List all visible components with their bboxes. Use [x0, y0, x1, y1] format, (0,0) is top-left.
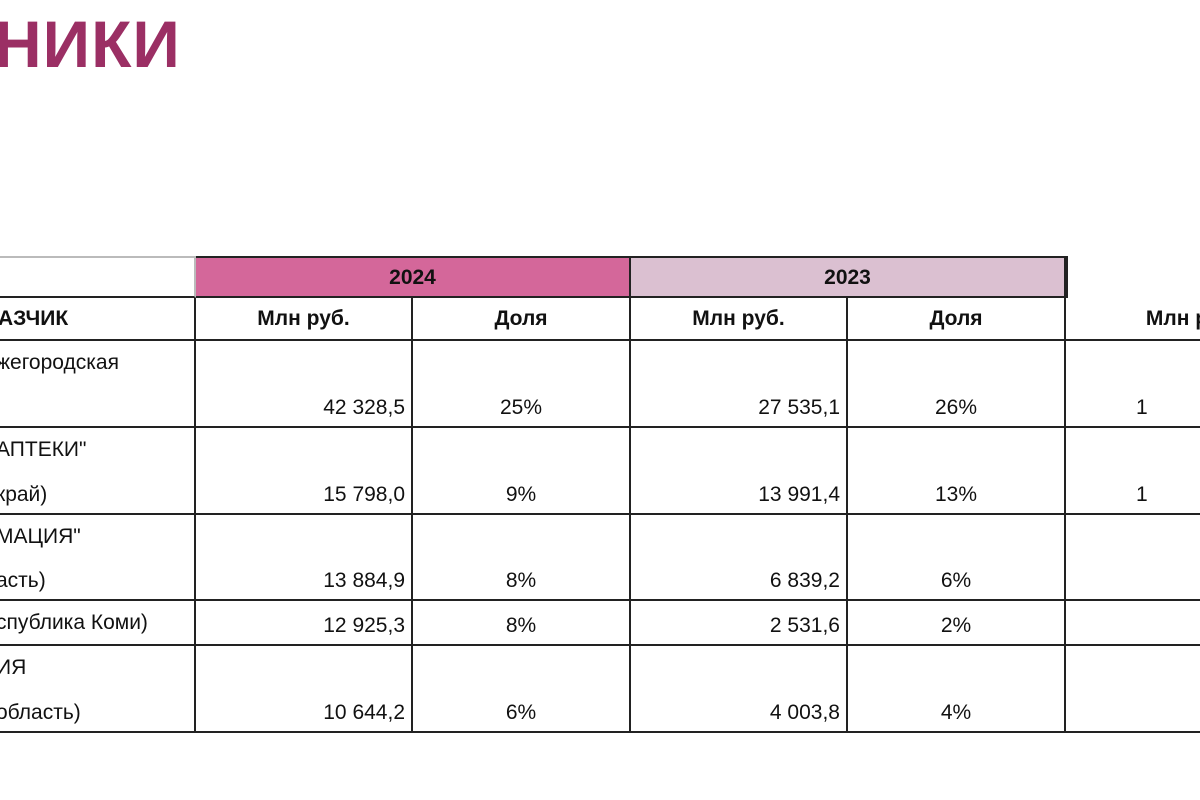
value-cell: 12 925,3: [196, 601, 413, 646]
share: 6%: [940, 569, 972, 592]
subheader-cell: Млн р: [1066, 298, 1200, 341]
name-line: АПТЕКИ": [0, 438, 87, 461]
value-cell: [1066, 515, 1200, 601]
share: 13%: [934, 483, 978, 506]
amount: 27 535,1: [758, 396, 840, 419]
name-line: асть): [0, 569, 46, 592]
share: 8%: [505, 614, 537, 637]
value-cell: 13%: [848, 428, 1066, 515]
amount: 1: [1136, 396, 1148, 419]
value-cell: 26%: [848, 341, 1066, 428]
subheader-cell: Млн руб.: [631, 298, 848, 341]
header-blank: [0, 256, 196, 298]
page-title: НИКИ: [0, 7, 181, 81]
value-cell: 6%: [848, 515, 1066, 601]
share: 25%: [499, 396, 543, 419]
amount: 1: [1136, 483, 1148, 506]
value-cell: 2%: [848, 601, 1066, 646]
subheader-cell: Доля: [413, 298, 631, 341]
value-cell: 6%: [413, 646, 631, 733]
value-cell: 8%: [413, 515, 631, 601]
value-cell: [1066, 646, 1200, 733]
amount: 13 884,9: [323, 569, 405, 592]
value-cell: 4 003,8: [631, 646, 848, 733]
name-cell: МАЦИЯ" асть): [0, 515, 196, 601]
value-cell: 25%: [413, 341, 631, 428]
name-line: область): [0, 701, 81, 724]
subheader-cell: Доля: [848, 298, 1066, 341]
amount: 42 328,5: [323, 396, 405, 419]
value-cell: 1: [1066, 428, 1200, 515]
value-cell: 8%: [413, 601, 631, 646]
year-label: 2023: [824, 266, 871, 289]
value-cell: [1066, 601, 1200, 646]
share: 6%: [505, 701, 537, 724]
value-cell: 4%: [848, 646, 1066, 733]
name-line: МАЦИЯ": [0, 525, 81, 548]
subheader-label: АЗЧИК: [0, 307, 69, 330]
amount: 4 003,8: [769, 701, 840, 724]
name-cell: АПТЕКИ" край): [0, 428, 196, 515]
value-cell: 42 328,5: [196, 341, 413, 428]
amount: 6 839,2: [769, 569, 840, 592]
share: 9%: [505, 483, 537, 506]
share: 26%: [934, 396, 978, 419]
name-line: край): [0, 483, 48, 506]
value-cell: 15 798,0: [196, 428, 413, 515]
value-cell: 10 644,2: [196, 646, 413, 733]
value-cell: 6 839,2: [631, 515, 848, 601]
subheader-label: Млн р: [1145, 307, 1200, 330]
year-header: 2023: [631, 256, 1066, 298]
subheader-label: Млн руб.: [692, 307, 785, 330]
name-line: ИЯ: [0, 656, 27, 679]
value-cell: 9%: [413, 428, 631, 515]
share: 2%: [940, 614, 972, 637]
name-line: жегородская: [0, 351, 119, 374]
subheader-cell: АЗЧИК: [0, 298, 196, 341]
subheader-label: Доля: [929, 307, 983, 330]
subheader-cell: Млн руб.: [196, 298, 413, 341]
amount: 15 798,0: [323, 483, 405, 506]
name-line: спублика Коми): [0, 611, 148, 634]
value-cell: 13 991,4: [631, 428, 848, 515]
share: 4%: [940, 701, 972, 724]
year-header: [1066, 256, 1068, 298]
amount: 13 991,4: [758, 483, 840, 506]
year-label: 2024: [389, 266, 436, 289]
amount: 10 644,2: [323, 701, 405, 724]
name-cell: жегородская: [0, 341, 196, 428]
amount: 2 531,6: [769, 614, 840, 637]
share: 8%: [505, 569, 537, 592]
value-cell: 13 884,9: [196, 515, 413, 601]
year-header: 2024: [196, 256, 631, 298]
name-cell: ИЯ область): [0, 646, 196, 733]
value-cell: 27 535,1: [631, 341, 848, 428]
name-cell: спублика Коми): [0, 601, 196, 646]
amount: 12 925,3: [323, 614, 405, 637]
value-cell: 1: [1066, 341, 1200, 428]
value-cell: 2 531,6: [631, 601, 848, 646]
subheader-label: Млн руб.: [257, 307, 350, 330]
subheader-label: Доля: [494, 307, 548, 330]
